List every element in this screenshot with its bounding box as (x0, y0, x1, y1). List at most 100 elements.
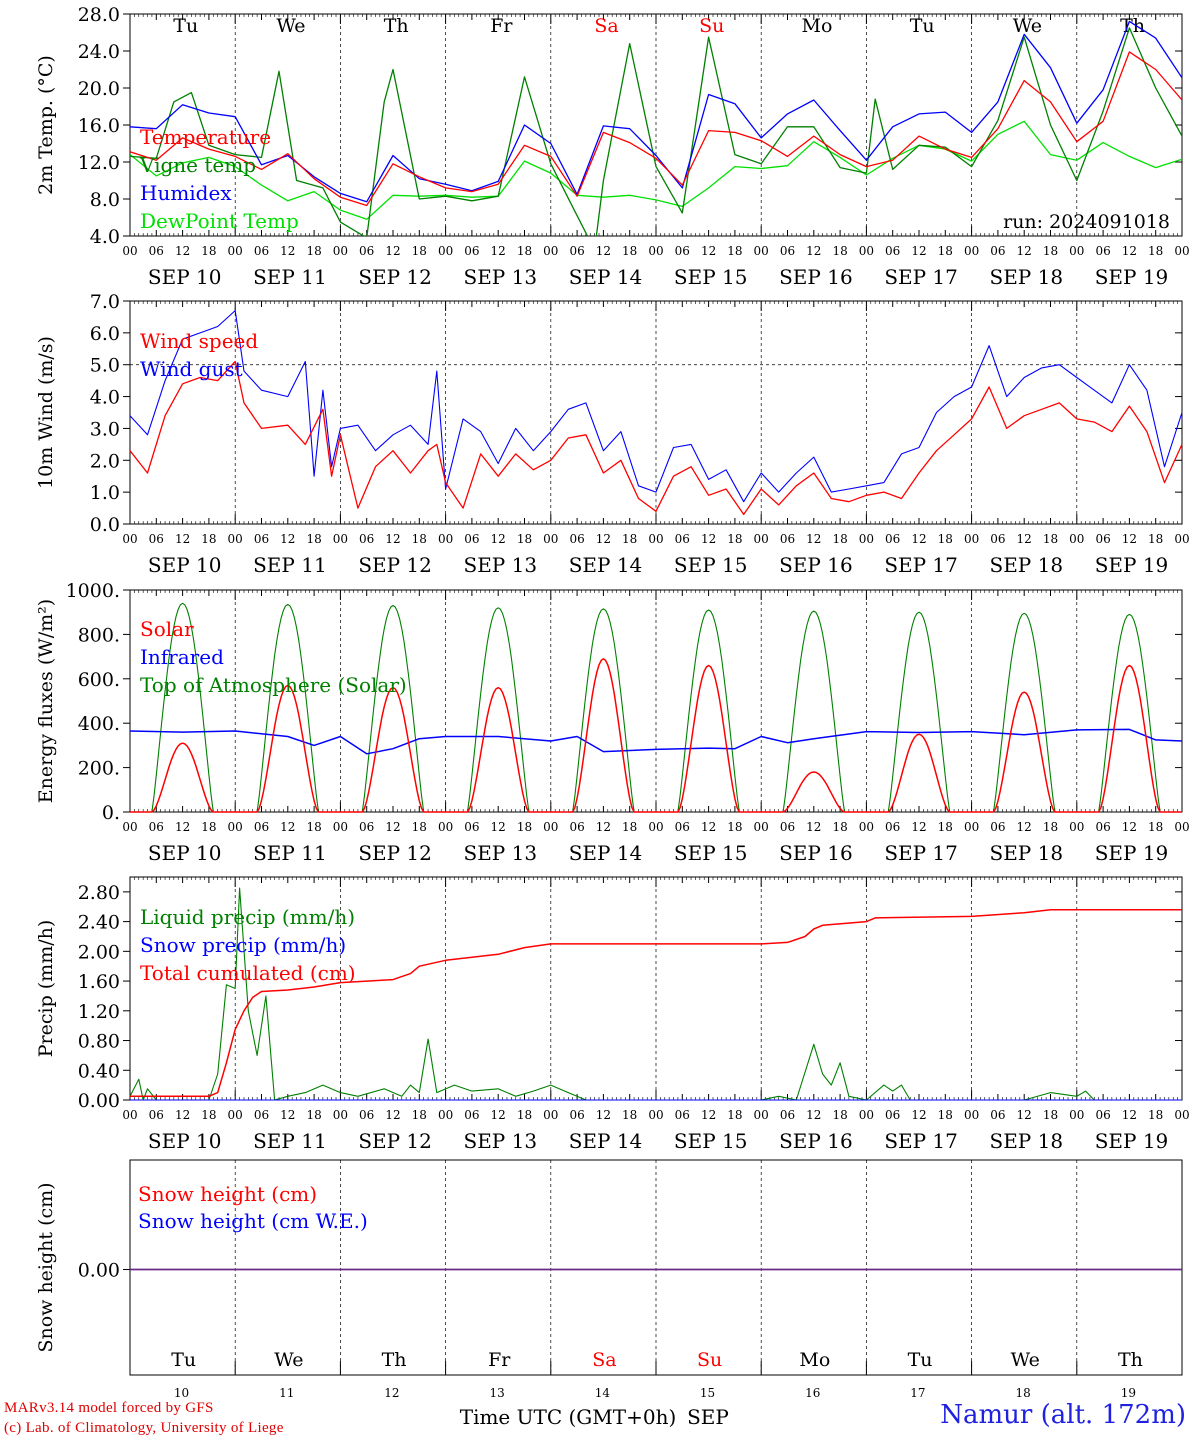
y-tick-label: 5.0 (90, 355, 120, 377)
x-tick-label: 06 (780, 244, 795, 258)
date-label: SEP 12 (358, 1129, 432, 1153)
x-tick-label: 12 (1122, 1108, 1137, 1122)
day-name-label: We (1013, 15, 1042, 37)
date-label: SEP 12 (358, 553, 432, 577)
x-tick-label: 00 (754, 532, 769, 546)
date-label: SEP 19 (1095, 1129, 1169, 1153)
y-tick-label: 0.00 (78, 1260, 120, 1282)
x-tick-label: 18 (412, 244, 427, 258)
x-tick-label: 06 (1095, 1108, 1110, 1122)
legend-entry: Top of Atmosphere (Solar) (140, 673, 407, 697)
y-tick-label: 16.0 (78, 115, 120, 137)
liquid-precip-line (129, 887, 1182, 1101)
x-tick-label: 06 (569, 244, 584, 258)
day-name-label: Tu (171, 1349, 196, 1371)
legend-entry: Snow precip (mm/h) (140, 933, 346, 957)
y-tick-label: 1.0 (90, 482, 120, 504)
x-tick-label: 12 (280, 244, 295, 258)
x-tick-label: 06 (149, 532, 164, 546)
x-tick-label: 18 (832, 244, 847, 258)
x-tick-label: 18 (1148, 532, 1163, 546)
legend-entry: Wind gust (140, 357, 243, 381)
x-tick-label: 18 (938, 820, 953, 834)
x-tick-label: 00 (333, 244, 348, 258)
x-tick-label: 12 (491, 1108, 506, 1122)
x-tick-label: 00 (228, 820, 243, 834)
date-label: SEP 19 (1095, 553, 1169, 577)
legend-entry: Wind speed (140, 329, 258, 353)
day-name-label: Fr (490, 15, 513, 37)
day-number-label: 19 (1121, 1386, 1136, 1400)
x-tick-label: 12 (175, 820, 190, 834)
x-tick-label: 00 (964, 1108, 979, 1122)
x-tick-label: 18 (727, 820, 742, 834)
day-name-label: Th (382, 1349, 407, 1371)
day-number-label: 11 (279, 1386, 294, 1400)
x-tick-label: 12 (280, 820, 295, 834)
x-tick-label: 18 (201, 1108, 216, 1122)
x-tick-label: 18 (622, 244, 637, 258)
x-tick-label: 06 (464, 244, 479, 258)
y-tick-label: 2.0 (90, 450, 120, 472)
x-tick-label: 06 (780, 532, 795, 546)
date-label: SEP 18 (990, 841, 1064, 865)
day-name-label: Tu (910, 15, 935, 37)
date-label: SEP 14 (569, 265, 643, 289)
day-number-label: 16 (805, 1386, 820, 1400)
x-tick-label: 00 (438, 1108, 453, 1122)
legend-entry: DewPoint Temp (140, 209, 299, 233)
x-tick-label: 06 (885, 244, 900, 258)
x-tick-label: 18 (412, 1108, 427, 1122)
x-tick-label: 06 (149, 1108, 164, 1122)
y-tick-label: 400. (78, 713, 120, 735)
x-tick-label: 06 (990, 1108, 1005, 1122)
y-tick-label: 0.00 (78, 1090, 120, 1112)
x-tick-label: 12 (701, 1108, 716, 1122)
date-label: SEP 14 (569, 841, 643, 865)
date-label: SEP 15 (674, 841, 748, 865)
day-name-label: Th (384, 15, 409, 37)
infrared-line (129, 728, 1183, 755)
x-tick-label: 00 (1069, 820, 1084, 834)
x-tick-label: 12 (385, 1108, 400, 1122)
y-tick-label: 6.0 (90, 323, 120, 345)
x-tick-label: 00 (228, 1108, 243, 1122)
x-tick-label: 00 (438, 244, 453, 258)
legend-entry: Solar (140, 617, 194, 641)
day-name-label: Su (699, 15, 724, 37)
x-tick-label: 00 (1174, 532, 1189, 546)
y-tick-label: 24.0 (78, 41, 120, 63)
x-tick-label: 18 (727, 244, 742, 258)
x-tick-label: 12 (1017, 1108, 1032, 1122)
day-name-label: We (1011, 1349, 1040, 1371)
x-tick-label: 00 (228, 244, 243, 258)
x-tick-label: 06 (780, 1108, 795, 1122)
x-tick-label: 18 (622, 1108, 637, 1122)
x-tick-label: 18 (201, 532, 216, 546)
x-tick-label: 06 (359, 1108, 374, 1122)
legend-entry: Snow height (cm) (138, 1182, 317, 1206)
x-tick-label: 00 (1174, 244, 1189, 258)
y-tick-label: 2.40 (78, 912, 120, 934)
day-name-label: Tu (173, 15, 198, 37)
x-tick-label: 12 (806, 820, 821, 834)
x-tick-label: 18 (938, 1108, 953, 1122)
x-tick-label: 00 (648, 244, 663, 258)
x-axis-title: Time UTC (GMT+0h) (460, 1405, 677, 1429)
x-tick-label: 18 (306, 244, 321, 258)
x-tick-label: 06 (464, 1108, 479, 1122)
date-label: SEP 13 (464, 1129, 538, 1153)
y-tick-label: 7.0 (90, 291, 120, 313)
x-tick-label: 00 (754, 820, 769, 834)
y-axis-label: 2m Temp. (°C) (35, 55, 57, 195)
x-tick-label: 00 (333, 1108, 348, 1122)
day-name-label: Sa (594, 15, 618, 37)
date-label: SEP 19 (1095, 841, 1169, 865)
date-label: SEP 16 (779, 1129, 853, 1153)
x-tick-label: 00 (648, 820, 663, 834)
x-tick-label: 12 (806, 244, 821, 258)
day-name-label: Th (1118, 1349, 1143, 1371)
x-tick-label: 00 (1069, 1108, 1084, 1122)
date-label: SEP 14 (569, 553, 643, 577)
